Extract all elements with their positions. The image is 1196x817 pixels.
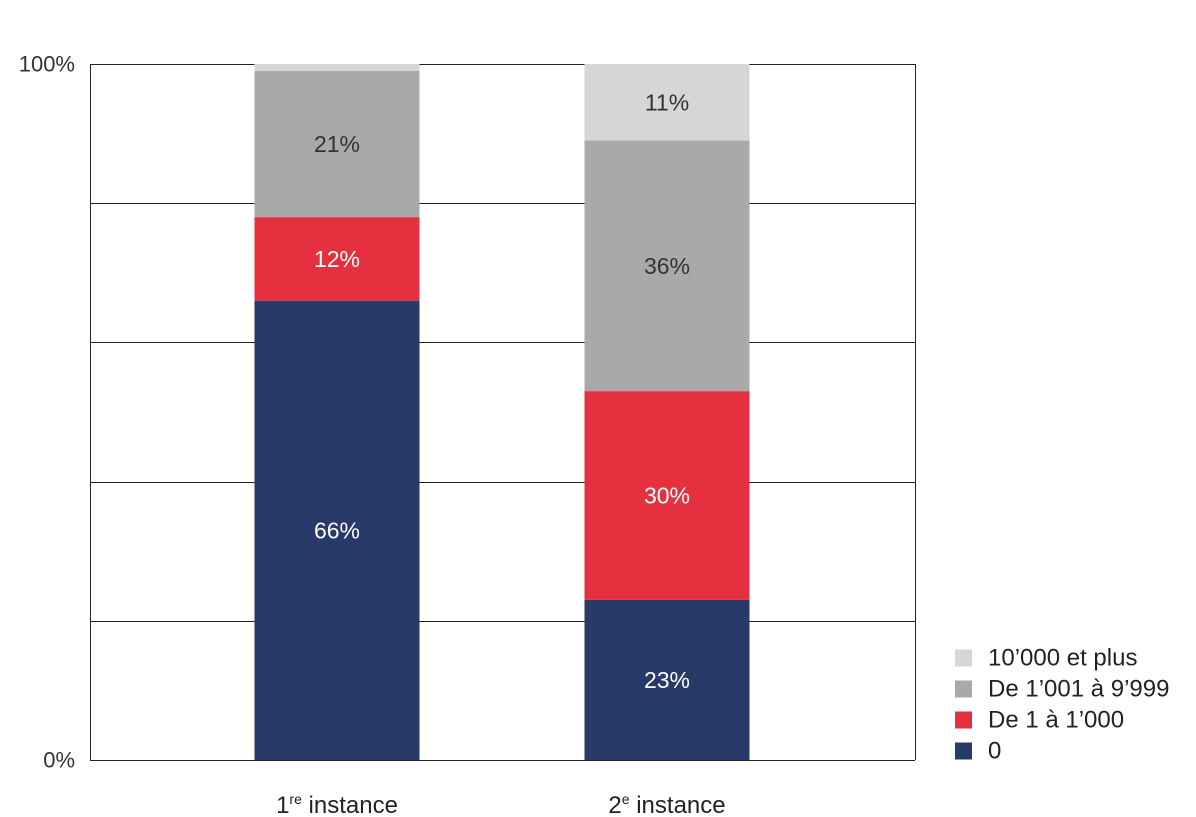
data-label-1-3: 11% — [645, 89, 689, 115]
legend: 10’000 et plus De 1’001 à 9’999 De 1 à 1’0… — [955, 645, 1169, 765]
y-tick-label-1: 100% — [19, 52, 75, 77]
legend-swatch-1 — [955, 680, 972, 698]
bar-segment-1-0 — [584, 599, 750, 760]
bar-segment-0-0 — [254, 300, 420, 760]
data-label-0-0: 66% — [314, 517, 360, 543]
data-label-0-2: 21% — [314, 131, 360, 157]
legend-swatch-3 — [955, 742, 972, 760]
legend-swatch-2 — [955, 711, 972, 729]
legend-swatch-0 — [955, 649, 972, 667]
bar-segment-0-3 — [254, 64, 420, 71]
bars — [254, 64, 750, 760]
data-label-1-2: 36% — [644, 253, 690, 279]
data-label-1-1: 30% — [644, 483, 690, 509]
legend-label-0: 10’000 et plus — [988, 645, 1137, 672]
y-tick-label-0: 0% — [43, 748, 75, 773]
data-label-0-1: 12% — [314, 246, 360, 272]
bar-segment-1-2 — [584, 140, 750, 392]
data-labels: 66% 12% 21% 23% 30% 36% 11% — [314, 89, 690, 693]
bar-segment-0-2 — [254, 70, 420, 218]
legend-label-1: De 1’001 à 9’999 — [988, 676, 1169, 703]
bar-segment-1-3 — [584, 64, 750, 141]
legend-label-3: 0 — [988, 738, 1001, 765]
x-tick-label-1: 2e instance — [608, 791, 725, 817]
bar-segment-0-1 — [254, 217, 420, 301]
axes: 0% 100% 1re instance 2e instance — [19, 52, 916, 817]
bar-segment-1-1 — [584, 391, 750, 600]
gridlines — [90, 64, 915, 622]
legend-label-2: De 1 à 1’000 — [988, 707, 1124, 734]
data-label-1-0: 23% — [644, 667, 690, 693]
x-tick-label-0: 1re instance — [276, 791, 398, 817]
